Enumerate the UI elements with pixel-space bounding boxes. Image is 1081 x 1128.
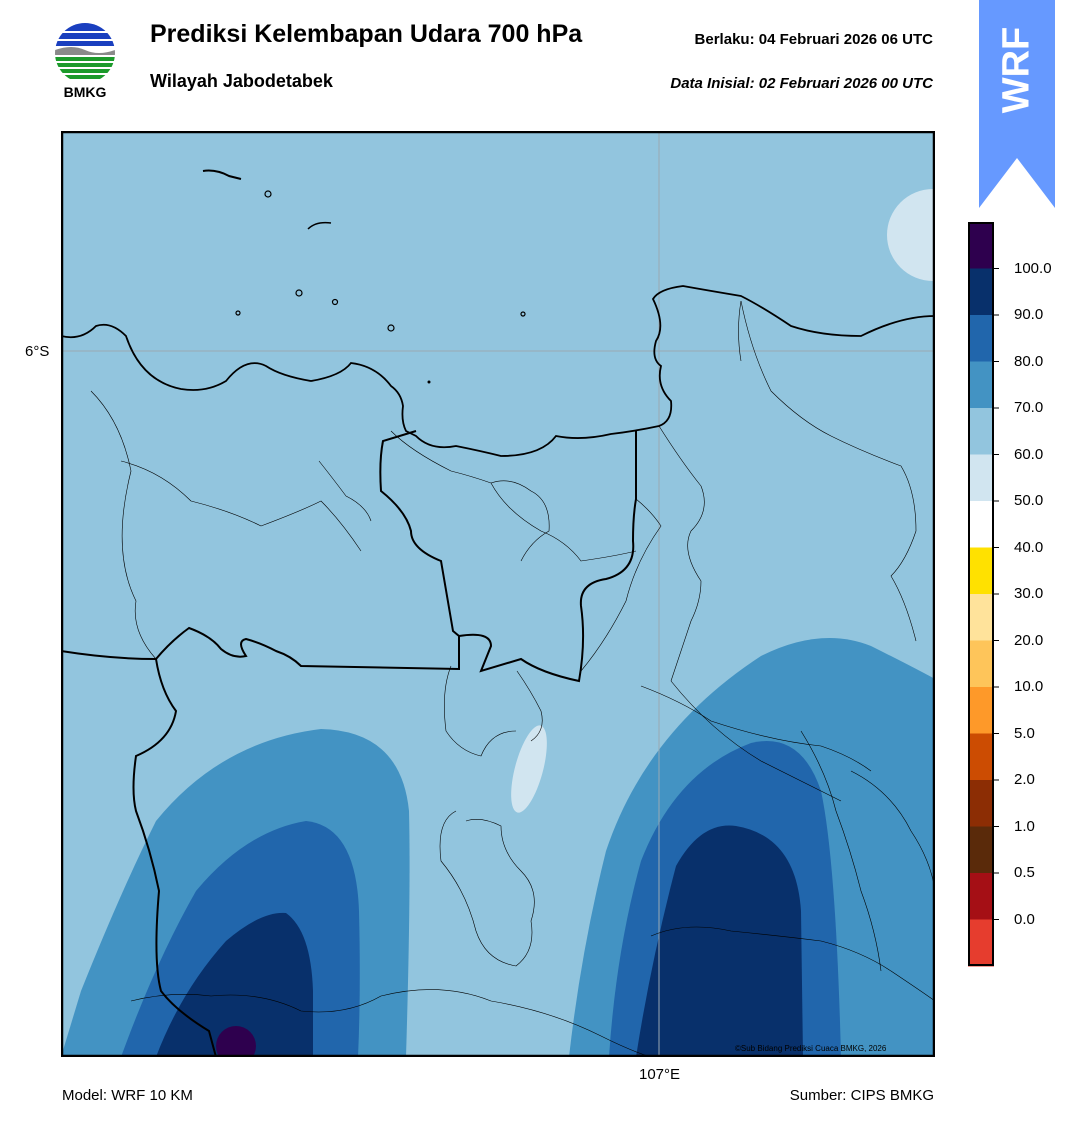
colorbar-segment: [968, 640, 994, 688]
regency-boundaries: [90, 300, 935, 1057]
map-border: [60, 130, 936, 1058]
humidity-band-100-sw: [216, 1026, 256, 1057]
island-3: [307, 221, 332, 230]
colorbar-segment: [968, 594, 994, 641]
wrf-banner: WRF: [979, 0, 1055, 210]
island-9: [427, 380, 431, 384]
page-subtitle: Wilayah Jabodetabek: [150, 71, 333, 91]
island-5: [331, 298, 339, 306]
colorbar-tick-label: 1.0: [1014, 817, 1035, 835]
island-6: [235, 310, 241, 316]
colorbar-tick-label: 70.0: [1014, 399, 1044, 416]
humidity-map: [60, 130, 936, 1058]
colorbar-segment: [968, 919, 994, 967]
colorbar-segment: [968, 873, 994, 920]
init-time: Data Inisial: 02 Februari 2026 00 UTC: [670, 75, 933, 92]
lon-label: 107°E: [639, 1066, 681, 1083]
copyright: ©Sub Bidang Prediksi Cuaca BMKG, 2026: [735, 1044, 887, 1053]
colorbar-tick-label: 80.0: [1014, 352, 1044, 370]
colorbar-tick-label: 20.0: [1014, 631, 1044, 649]
source-label: Sumber: CIPS BMKG: [789, 1087, 934, 1104]
logo-text: BMKG: [63, 84, 107, 100]
colorbar-tick-label: 60.0: [1014, 445, 1044, 463]
map-canvas: [60, 130, 936, 1058]
colorbar-segment: [968, 268, 994, 316]
province-boundary-west: [132, 658, 217, 1057]
colorbar-segment: [968, 547, 994, 595]
colorbar-segment: [968, 361, 994, 409]
humidity-band-90-100-se: [636, 825, 803, 1057]
colorbar-segment: [968, 780, 994, 827]
model-label: Model: WRF 10 KM: [62, 1087, 193, 1104]
colorbar-tick-label: 5.0: [1014, 724, 1035, 742]
province-boundary-jakarta: [379, 430, 637, 683]
colorbar-segment: [968, 408, 994, 455]
colorbar-tick-label: 0.0: [1014, 910, 1035, 928]
coastline: [61, 285, 935, 457]
colorbar-segment: [968, 454, 994, 502]
bmkg-logo: BMKG: [52, 20, 118, 102]
colorbar-tick-label: 10.0: [1014, 678, 1044, 695]
island-2: [264, 190, 272, 198]
wrf-ribbon-icon: [979, 0, 1055, 208]
island-8: [520, 311, 526, 317]
colorbar-segment: [968, 687, 994, 734]
island-1: [202, 169, 242, 180]
colorbar-segment: [968, 826, 994, 874]
colorbar-segment: [968, 733, 994, 781]
humidity-band-50-60-center: [511, 725, 547, 813]
colorbar-tick-label: 2.0: [1014, 771, 1035, 788]
valid-time: Berlaku: 04 Februari 2026 06 UTC: [694, 31, 933, 48]
island-4: [295, 289, 303, 297]
colorbar: [968, 222, 999, 967]
colorbar-tick-label: 30.0: [1014, 585, 1044, 602]
island-7: [387, 324, 395, 332]
colorbar-segment: [968, 501, 994, 548]
lat-label: 6°S: [25, 343, 50, 360]
colorbar-tick-label: 40.0: [1014, 538, 1044, 556]
wrf-banner-text: WRF: [995, 26, 1038, 114]
colorbar-tick-label: 0.5: [1014, 864, 1035, 881]
colorbar-segment: [968, 222, 994, 269]
page-title: Prediksi Kelembapan Udara 700 hPa: [150, 20, 583, 48]
bmkg-emblem-icon: [55, 23, 115, 83]
humidity-band-50-60-ne: [887, 189, 935, 281]
colorbar-tick-label: 50.0: [1014, 492, 1044, 509]
colorbar-tick-label: 100.0: [1014, 259, 1052, 277]
colorbar-tick-label: 90.0: [1014, 306, 1044, 323]
colorbar-segment: [968, 315, 994, 362]
